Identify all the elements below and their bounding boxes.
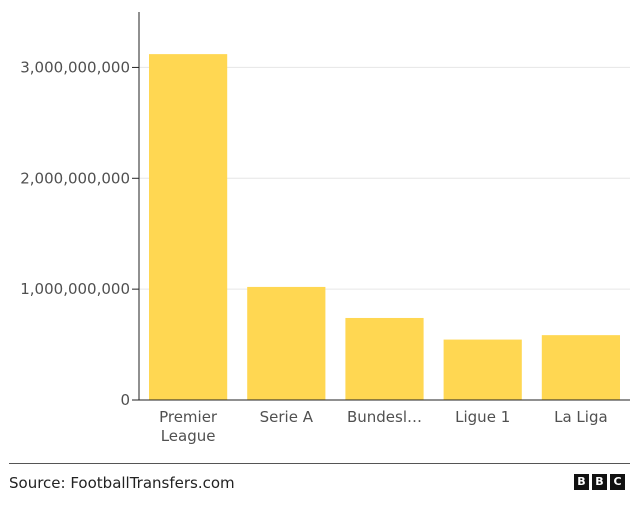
bar — [149, 54, 228, 401]
y-tick-label: 0 — [120, 391, 130, 409]
x-tick-label: Serie A — [260, 408, 314, 426]
x-tick-label-line: La Liga — [554, 408, 608, 426]
y-tick-label: 3,000,000,000 — [20, 58, 130, 76]
bbc-logo-letter: B — [592, 474, 607, 490]
x-tick-label-line: Serie A — [260, 408, 314, 426]
x-tick-label-line: Bundesl… — [347, 408, 422, 426]
axes — [132, 12, 630, 401]
x-tick-label-line: Premier — [159, 408, 218, 426]
x-tick-label: Ligue 1 — [455, 408, 510, 426]
bars — [149, 54, 620, 401]
y-tick-label: 2,000,000,000 — [20, 169, 130, 187]
bar — [443, 339, 522, 400]
bbc-logo: B B C — [574, 474, 625, 490]
bar — [345, 317, 424, 400]
x-tick-label-line: Ligue 1 — [455, 408, 510, 426]
y-tick-labels: 0 1,000,000,000 2,000,000,000 3,000,000,000 — [20, 58, 130, 409]
x-tick-label-line: League — [161, 427, 216, 445]
x-tick-labels: Premier League Serie A Bundesl… Ligue 1 La Li… — [159, 408, 608, 445]
bar-chart: 0 1,000,000,000 2,000,000,000 3,000,000,000… — [20, 12, 630, 445]
bar — [541, 335, 620, 400]
bbc-logo-letter: C — [610, 474, 625, 490]
x-tick-label: Premier League — [159, 408, 218, 445]
x-tick-label: La Liga — [554, 408, 608, 426]
bbc-logo-letter: B — [574, 474, 589, 490]
y-tick-label: 1,000,000,000 — [20, 280, 130, 298]
footer-divider — [9, 463, 630, 464]
bar — [247, 286, 326, 400]
source-note: Source: FootballTransfers.com — [9, 474, 235, 492]
x-tick-label: Bundesl… — [347, 408, 422, 426]
